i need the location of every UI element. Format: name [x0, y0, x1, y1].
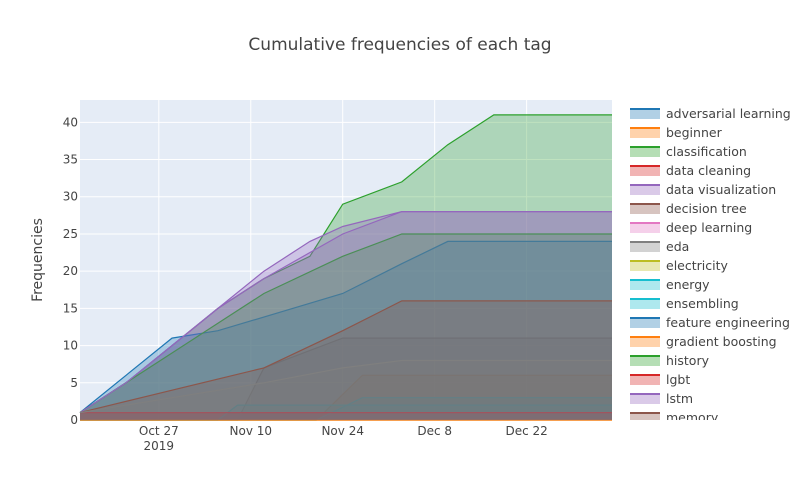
series-line [79, 300, 612, 414]
y-tick-label: 15 [63, 301, 78, 315]
legend-item[interactable]: memory [630, 410, 719, 425]
series-area [80, 234, 612, 420]
legend-item[interactable]: data cleaning [630, 163, 751, 178]
legend-label: classification [666, 144, 747, 159]
legend-item[interactable]: eda [630, 239, 689, 254]
legend-item[interactable]: decision tree [630, 201, 747, 216]
legend-items: adversarial learning beginner classificati… [630, 106, 791, 425]
legend-swatch [630, 337, 660, 347]
y-tick-label: 10 [63, 339, 78, 353]
legend-item[interactable]: gradient boosting [630, 334, 777, 349]
legend-item[interactable]: beginner [630, 125, 723, 140]
legend-item[interactable]: ensembling [630, 296, 739, 311]
x-tick-sublabel: 2019 [144, 439, 175, 453]
legend-label: ensembling [666, 296, 739, 311]
legend-swatch [630, 204, 660, 214]
legend-swatch [630, 280, 660, 290]
series-area [80, 397, 612, 420]
legend-swatch [630, 166, 660, 176]
legend-label: history [666, 353, 710, 368]
y-tick-label: 35 [63, 153, 78, 167]
x-tick-label: Nov 10 [230, 424, 273, 438]
series-line [79, 211, 612, 414]
legend-item[interactable]: classification [630, 144, 747, 159]
legend-label: decision tree [666, 201, 747, 216]
series-area [80, 300, 612, 420]
y-axis-ticks: 0 5 10 15 20 25 30 35 40 [63, 115, 78, 427]
series-area [80, 211, 612, 420]
chart-title: Cumulative frequencies of each tag [248, 35, 551, 55]
legend-swatch [630, 223, 660, 233]
legend-swatch [630, 299, 660, 309]
y-tick-label: 25 [63, 227, 78, 241]
legend-swatch [630, 356, 660, 366]
legend-swatch [630, 147, 660, 157]
legend-item[interactable]: energy [630, 277, 710, 292]
legend-label: data visualization [666, 182, 776, 197]
legend-swatch [630, 318, 660, 328]
legend-swatch [630, 242, 660, 252]
series-line [79, 240, 612, 414]
series-areas [79, 114, 612, 421]
legend-item[interactable]: deep learning [630, 220, 752, 235]
legend-item[interactable]: feature engineering [630, 315, 790, 330]
legend-swatch [630, 413, 660, 420]
legend-item[interactable]: adversarial learning [630, 106, 791, 121]
legend-label: lstm [666, 391, 693, 406]
series-area [80, 338, 612, 420]
legend-item[interactable]: electricity [630, 258, 728, 273]
y-tick-label: 30 [63, 190, 78, 204]
legend-item[interactable]: history [630, 353, 710, 368]
legend-swatch [630, 109, 660, 119]
x-tick-label: Dec 8 [417, 424, 452, 438]
grid-lines [80, 100, 612, 421]
x-tick-label: Nov 24 [321, 424, 364, 438]
series-area [80, 412, 612, 420]
legend-swatch [630, 394, 660, 404]
series-line [79, 359, 612, 414]
legend-label: gradient boosting [666, 334, 777, 349]
series-area [80, 360, 612, 420]
legend-label: eda [666, 239, 689, 254]
series-area [80, 412, 612, 420]
legend-viewport: adversarial learning beginner classificati… [630, 106, 791, 425]
legend-label: beginner [666, 125, 723, 140]
series-area [80, 375, 612, 420]
plot-area [80, 100, 612, 420]
series-area [80, 241, 612, 420]
legend-swatch [630, 128, 660, 138]
legend-label: lgbt [666, 372, 690, 387]
legend-label: energy [666, 277, 710, 292]
legend-label: electricity [666, 258, 728, 273]
legend-swatch [630, 185, 660, 195]
y-axis-label: Frequencies [30, 218, 46, 302]
legend-swatch [630, 261, 660, 271]
legend-label: deep learning [666, 220, 752, 235]
y-tick-label: 40 [63, 115, 78, 129]
series-area [80, 211, 612, 420]
series-area [80, 412, 612, 420]
y-tick-label: 5 [70, 376, 78, 390]
y-tick-label: 20 [63, 264, 78, 278]
series-area [80, 114, 612, 421]
legend[interactable]: adversarial learning beginner classificati… [620, 100, 800, 425]
legend-label: feature engineering [666, 315, 790, 330]
y-tick-label: 0 [70, 413, 78, 427]
x-tick-label: Dec 22 [505, 424, 547, 438]
legend-label: memory [666, 410, 719, 425]
legend-item[interactable]: data visualization [630, 182, 776, 197]
legend-label: adversarial learning [666, 106, 791, 121]
legend-item[interactable]: lstm [630, 391, 693, 406]
series-area [80, 412, 612, 420]
legend-label: data cleaning [666, 163, 751, 178]
legend-swatch [630, 375, 660, 385]
x-tick-label: Oct 27 [139, 424, 179, 438]
legend-item[interactable]: lgbt [630, 372, 690, 387]
series-line [79, 233, 612, 414]
